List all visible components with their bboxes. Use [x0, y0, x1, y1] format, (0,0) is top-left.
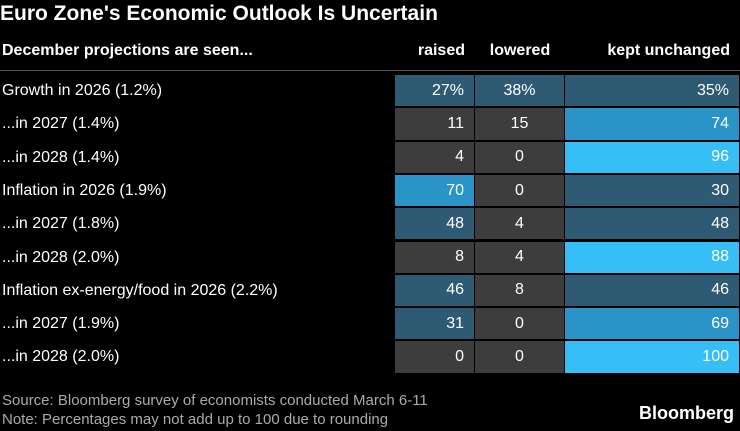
cell: 27% — [395, 75, 474, 107]
cell: 0 — [475, 174, 564, 207]
title: Euro Zone's Economic Outlook Is Uncertai… — [0, 2, 438, 25]
cell: 0 — [475, 341, 564, 373]
cell: 48 — [565, 208, 739, 240]
cell: 70 — [395, 174, 474, 207]
cell: 96 — [565, 141, 739, 173]
cell: 74 — [565, 108, 739, 140]
row-label: Growth in 2026 (1.2%) — [2, 82, 163, 99]
source: Source: Bloomberg survey of economists c… — [2, 392, 428, 409]
cell: 4 — [475, 208, 564, 240]
column-header: kept unchanged — [607, 42, 730, 59]
cell: 100 — [565, 341, 739, 373]
header-rule — [0, 70, 740, 71]
cell: 48 — [395, 208, 474, 240]
row-label: ...in 2028 (2.0%) — [2, 248, 120, 266]
cell: 8 — [475, 274, 564, 307]
cell: 0 — [475, 308, 564, 340]
row-label: ...in 2028 (2.0%) — [2, 348, 120, 366]
row-label: ...in 2028 (1.4%) — [2, 148, 120, 166]
cell: 69 — [565, 308, 739, 340]
row-label: ...in 2027 (1.4%) — [2, 115, 120, 133]
cell: 4 — [475, 241, 564, 273]
row-label: ...in 2027 (1.9%) — [2, 315, 120, 333]
column-header: December projections are seen... — [2, 42, 253, 59]
cell: 4 — [395, 141, 474, 173]
row-label: Inflation ex-energy/food in 2026 (2.2%) — [2, 281, 278, 299]
note: Note: Percentages may not add up to 100 … — [2, 411, 389, 428]
row-label: Inflation in 2026 (1.9%) — [2, 181, 167, 199]
cell: 0 — [395, 341, 474, 373]
column-header: lowered — [489, 42, 551, 59]
cell: 15 — [475, 108, 564, 140]
cell: 11 — [395, 108, 474, 140]
cell: 46 — [395, 274, 474, 307]
cell: 31 — [395, 308, 474, 340]
cell: 88 — [565, 241, 739, 273]
cell: 30 — [565, 174, 739, 207]
cell: 35% — [565, 75, 739, 107]
brand: Bloomberg — [638, 403, 734, 423]
cell: 38% — [475, 75, 564, 107]
cell: 46 — [565, 274, 739, 307]
column-header: raised — [417, 42, 465, 59]
row-label: ...in 2027 (1.8%) — [2, 215, 120, 233]
cell: 8 — [395, 241, 474, 273]
cell: 0 — [475, 141, 564, 173]
